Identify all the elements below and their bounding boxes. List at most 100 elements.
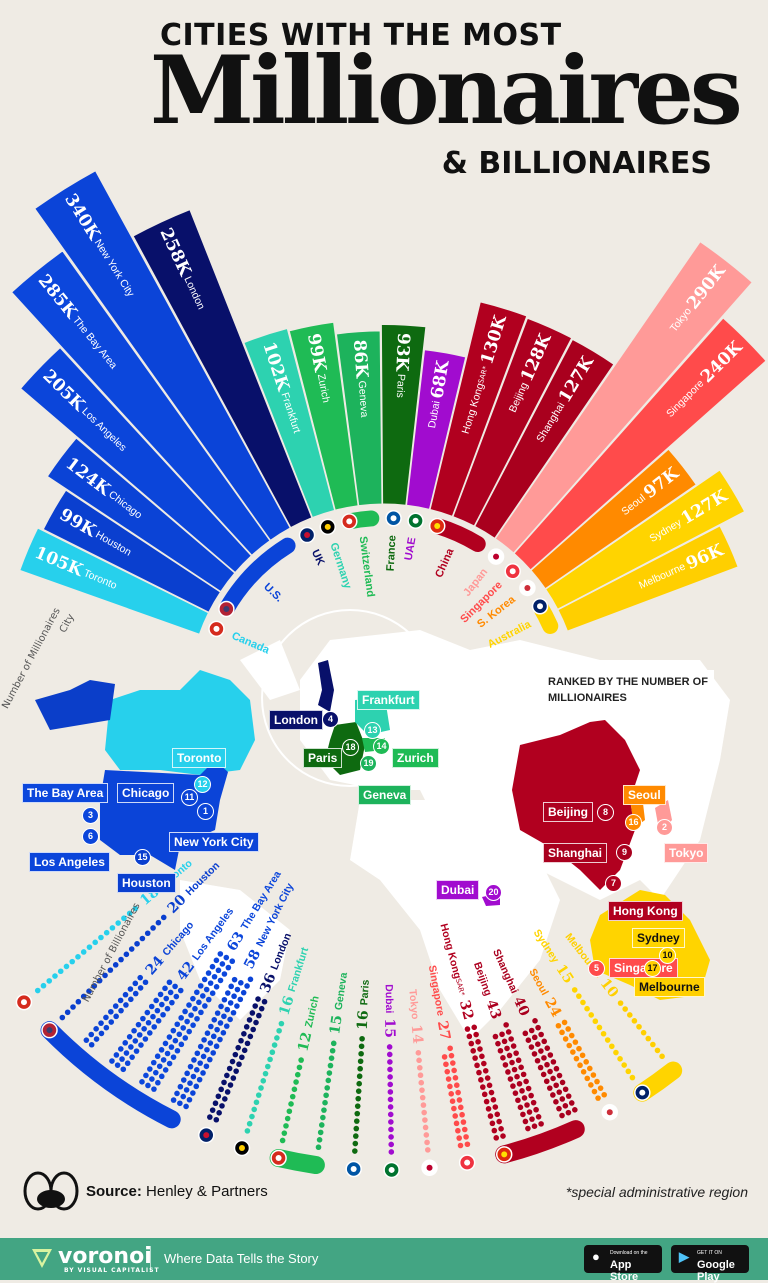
millionaires-bar xyxy=(545,469,746,610)
billionaire-dot xyxy=(538,1031,544,1038)
billionaire-dot xyxy=(636,1023,642,1030)
billionaire-dot xyxy=(544,1061,550,1068)
millionaires-bar xyxy=(557,525,739,632)
billionaire-dot xyxy=(70,1004,76,1010)
billionaire-dot xyxy=(291,1086,298,1093)
billionaire-dot xyxy=(239,1054,245,1061)
billionaire-dot xyxy=(191,1057,197,1063)
google-play-button[interactable]: ▶ GET IT ON Google Play xyxy=(671,1245,749,1283)
billionaire-dot xyxy=(269,1049,276,1056)
flag-australia-icon xyxy=(634,1084,651,1101)
billionaire-dot xyxy=(417,1072,424,1079)
billionaire-dot xyxy=(422,1117,428,1123)
billionaire-dot xyxy=(180,1077,187,1083)
billionaire-dot xyxy=(133,1048,140,1054)
billionaire-dot xyxy=(225,964,232,971)
billionaire-dot xyxy=(211,1017,218,1023)
billionaire-dot xyxy=(190,1073,197,1080)
billionaire-dot xyxy=(617,1000,624,1006)
billionaire-dot xyxy=(523,1078,529,1085)
billionaire-dot xyxy=(75,953,81,960)
billionaire-dot xyxy=(151,1024,158,1030)
billionaire-dot xyxy=(138,1042,144,1048)
billionaire-dot xyxy=(580,999,586,1006)
billionaire-dot xyxy=(46,978,53,984)
billionaire-dot xyxy=(88,1041,95,1048)
billionaire-dot xyxy=(247,1033,254,1040)
billionaire-dot xyxy=(249,1010,256,1016)
billionaire-dot xyxy=(388,1149,395,1155)
billionaire-dot xyxy=(294,1071,301,1078)
billionaire-dot xyxy=(132,980,139,987)
billionaire-dot xyxy=(505,1069,511,1075)
billionaire-dot xyxy=(86,988,92,994)
map-rank-badge: 10 xyxy=(659,947,676,964)
billionaires-value: 12 xyxy=(295,1031,315,1054)
billionaire-dot xyxy=(227,1000,234,1006)
billionaire-dot xyxy=(123,1050,130,1056)
billionaire-dot xyxy=(184,1018,190,1025)
billionaire-dot xyxy=(217,1020,224,1026)
billionaires-label: 15 Geneva xyxy=(325,971,353,1036)
billionaire-dot xyxy=(207,1056,213,1063)
billionaire-dot xyxy=(146,1030,153,1036)
billionaire-dot xyxy=(547,1052,554,1058)
billionaire-dot xyxy=(516,1080,523,1087)
millionaires-label: 93K Paris xyxy=(390,332,413,398)
billionaire-dot xyxy=(455,1089,461,1096)
billionaire-dot xyxy=(387,1111,394,1118)
app-store-button[interactable]: ● Download on the App Store xyxy=(584,1245,662,1283)
billionaire-dot xyxy=(562,1103,569,1109)
flag-emblem xyxy=(501,1151,508,1158)
billionaire-dot xyxy=(443,1061,449,1068)
billionaire-dot xyxy=(452,1113,459,1119)
map-rank-badge: 9 xyxy=(616,844,633,861)
millionaires-bar xyxy=(380,323,427,506)
billionaire-dot xyxy=(203,1063,210,1070)
billionaire-dot xyxy=(453,1120,460,1127)
billionaire-dot xyxy=(387,1089,394,1095)
billionaire-dot xyxy=(284,1115,291,1122)
flag-emblem xyxy=(464,1159,471,1166)
billionaire-dot xyxy=(459,1111,465,1118)
brand[interactable]: voronoi BY VISUAL CAPITALIST xyxy=(58,1244,160,1274)
billionaire-dot xyxy=(177,1100,183,1107)
flag-japan-icon xyxy=(487,548,505,565)
billionaire-dot xyxy=(514,1073,520,1080)
billionaire-dot xyxy=(511,1066,518,1073)
billionaire-dot xyxy=(525,1125,531,1132)
billionaire-dot xyxy=(228,983,234,990)
billionaire-dot xyxy=(227,1016,233,1023)
billionaire-dot xyxy=(327,1062,334,1069)
billionaire-dot xyxy=(541,1055,547,1061)
billionaire-dot xyxy=(187,1080,193,1086)
billionaire-dot xyxy=(471,1024,478,1031)
billionaire-dot xyxy=(654,1047,661,1054)
flag-france-icon xyxy=(385,509,402,527)
billionaire-dot xyxy=(534,1057,541,1064)
billionaire-dot xyxy=(251,1106,258,1113)
flag-emblem xyxy=(46,1027,53,1034)
billionaire-dot xyxy=(260,1078,267,1084)
billionaires-value: 15 xyxy=(381,1018,397,1038)
city-name: Paris xyxy=(358,979,372,1006)
billionaire-dot xyxy=(448,1091,455,1097)
billionaire-dot xyxy=(573,1055,580,1062)
billionaire-dot xyxy=(513,1050,519,1056)
billionaire-dot xyxy=(250,1026,256,1033)
flag-emblem xyxy=(346,518,353,525)
billionaire-dot xyxy=(178,1041,185,1048)
billionaire-dot xyxy=(193,1067,200,1073)
billionaire-dot xyxy=(241,1030,247,1037)
billionaire-dot xyxy=(188,1012,194,1018)
billionaire-dot xyxy=(562,1036,569,1042)
billionaire-dot xyxy=(223,1023,230,1029)
billionaire-dot xyxy=(445,1076,452,1082)
billionaire-dot xyxy=(298,1057,304,1063)
billionaire-dot xyxy=(173,993,180,1000)
billionaire-dot xyxy=(240,989,247,996)
millionaires-value: 93K xyxy=(392,332,414,373)
billionaire-dot xyxy=(142,979,149,986)
billionaire-dot xyxy=(528,1027,535,1034)
billionaire-dot xyxy=(449,1098,456,1104)
